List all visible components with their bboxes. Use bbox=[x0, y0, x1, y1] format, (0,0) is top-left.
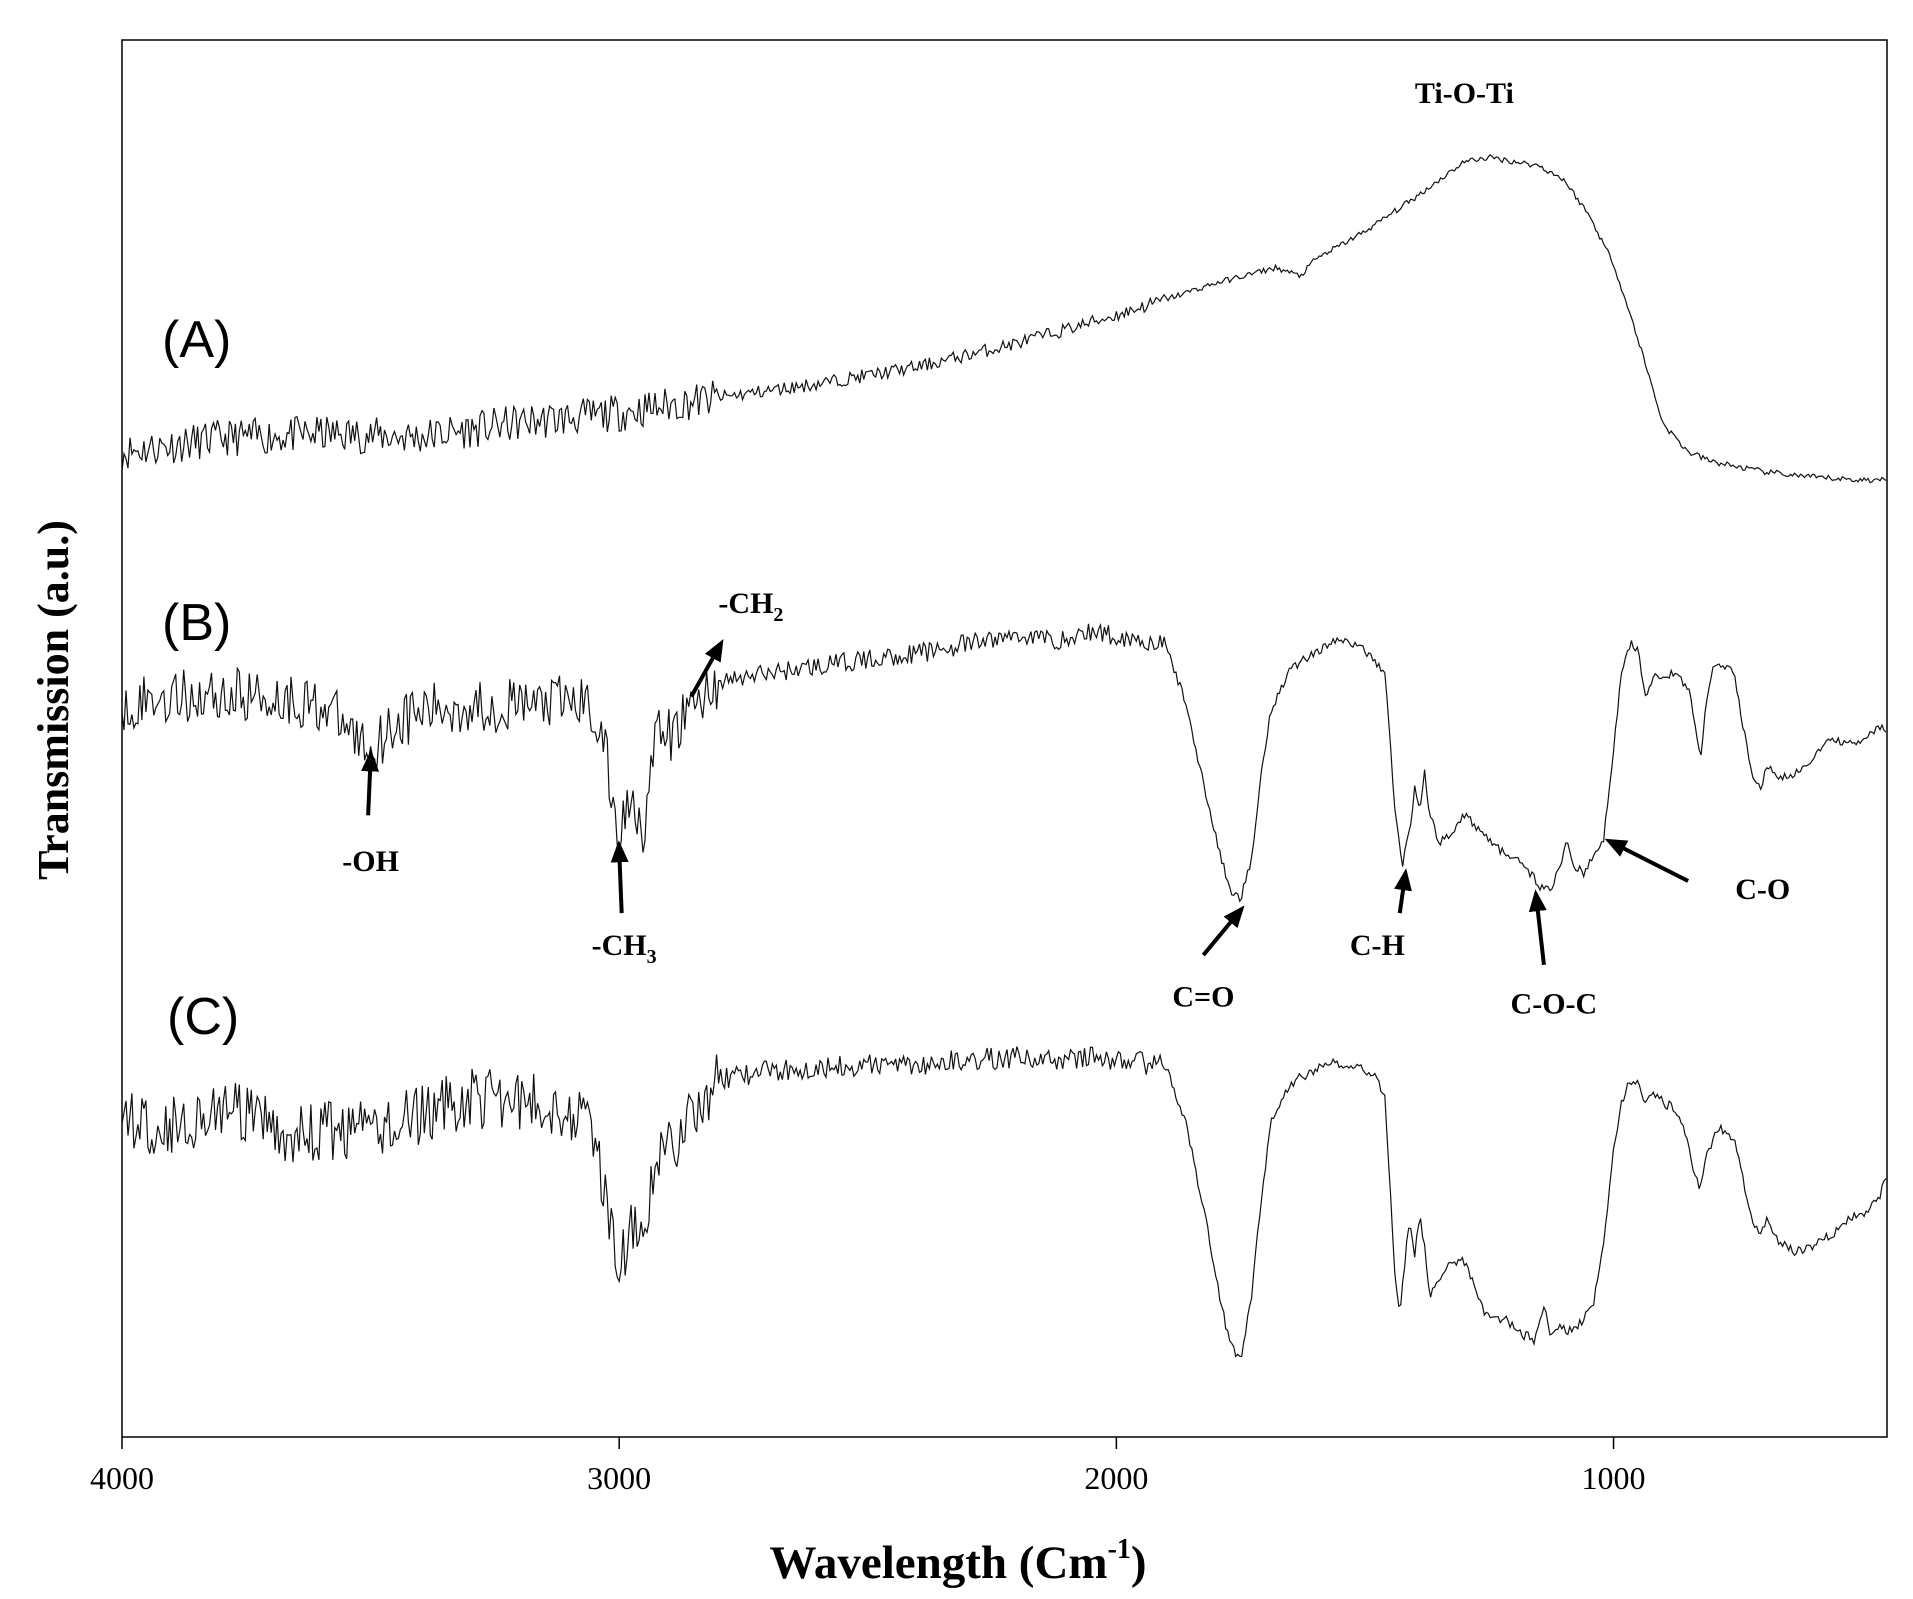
annotation-arrow bbox=[1201, 905, 1245, 957]
annotation-label: -CH2 bbox=[718, 587, 783, 626]
annotation-label: C-H bbox=[1350, 929, 1405, 962]
annotation-label: Ti-O-Ti bbox=[1415, 77, 1514, 110]
annotations: Ti-O-Ti -OH -CH3 -CH2 C=O C-H C-O-C C-O bbox=[342, 77, 1790, 1021]
x-tick-label: 1000 bbox=[1582, 1460, 1646, 1496]
x-axis-label-sup: -1 bbox=[1108, 1534, 1131, 1565]
x-axis-label: Wavelength (Cm-1) bbox=[769, 1534, 1146, 1589]
series-label-b: (B) bbox=[162, 594, 231, 652]
series-layer bbox=[121, 153, 1887, 1358]
series-labels: (A) (B) (C) bbox=[162, 311, 239, 1046]
plot-frame bbox=[121, 39, 1888, 1438]
x-axis: 4000 3000 2000 1000 bbox=[90, 1437, 1646, 1496]
series-label-a: (A) bbox=[162, 311, 231, 369]
series-line-1 bbox=[121, 153, 1887, 484]
series-label-c: (C) bbox=[167, 988, 239, 1046]
annotation-arrow bbox=[1528, 889, 1547, 966]
annotation-arrow bbox=[1604, 838, 1690, 883]
annotation-arrow bbox=[610, 840, 629, 914]
annotation-label: C-O-C bbox=[1511, 988, 1598, 1021]
x-tick-label: 4000 bbox=[90, 1460, 154, 1496]
x-axis-label-main: Wavelength (Cm bbox=[769, 1537, 1107, 1589]
y-axis-label: Transmission (a.u.) bbox=[29, 520, 78, 880]
annotation-label: -OH bbox=[342, 845, 399, 878]
x-tick-label: 3000 bbox=[587, 1460, 651, 1496]
annotation-arrow bbox=[361, 749, 380, 816]
annotation-label: C=O bbox=[1172, 981, 1234, 1014]
annotation-arrow bbox=[1394, 868, 1412, 914]
annotation-arrow bbox=[689, 638, 724, 698]
x-tick-label: 2000 bbox=[1084, 1460, 1148, 1496]
series-line-2 bbox=[121, 622, 1887, 903]
annotation-label: C-O bbox=[1735, 873, 1790, 906]
annotation-label: -CH3 bbox=[592, 929, 657, 968]
series-line-3 bbox=[121, 1046, 1887, 1358]
x-axis-label-close: ) bbox=[1131, 1537, 1147, 1589]
